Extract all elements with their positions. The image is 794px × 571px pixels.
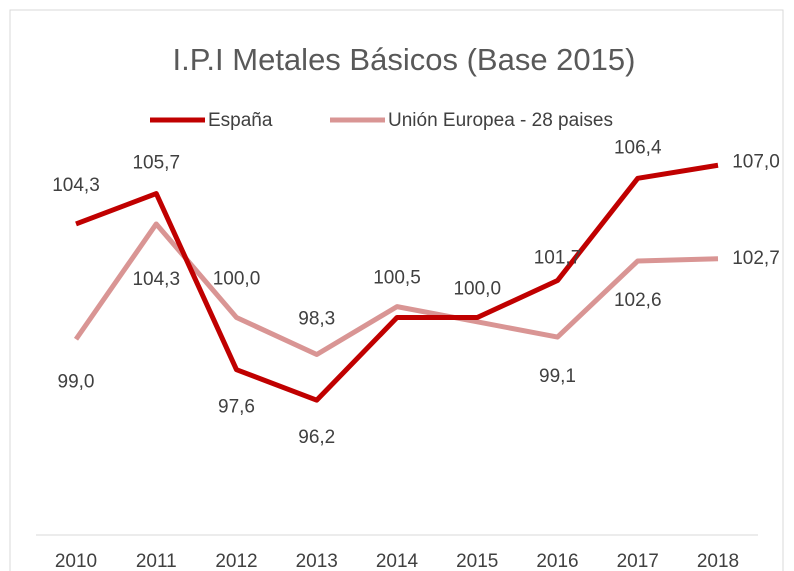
data-label: 100,0 bbox=[213, 269, 261, 290]
data-label: 100,0 bbox=[453, 279, 501, 300]
data-label: 107,0 bbox=[732, 151, 780, 172]
x-tick-label: 2016 bbox=[536, 551, 578, 571]
data-label: 102,6 bbox=[614, 290, 662, 311]
data-label: 96,2 bbox=[298, 427, 335, 448]
data-label: 106,4 bbox=[614, 137, 662, 158]
data-label: 104,3 bbox=[132, 269, 180, 290]
x-tick-label: 2015 bbox=[456, 551, 498, 571]
data-label: 99,0 bbox=[58, 371, 95, 392]
legend-label: España bbox=[208, 110, 273, 131]
x-tick-label: 2011 bbox=[136, 551, 177, 571]
data-label: 105,7 bbox=[132, 153, 180, 174]
legend-label: Unión Europea - 28 paises bbox=[388, 110, 613, 131]
chart-frame bbox=[9, 9, 784, 571]
data-label: 99,1 bbox=[539, 366, 576, 387]
x-tick-label: 2017 bbox=[617, 551, 659, 571]
x-tick-label: 2013 bbox=[296, 551, 338, 571]
data-label: 97,6 bbox=[218, 397, 255, 418]
x-tick-label: 2012 bbox=[215, 551, 257, 571]
chart-title: I.P.I Metales Básicos (Base 2015) bbox=[173, 42, 636, 77]
series-line bbox=[75, 162, 719, 403]
data-label: 100,5 bbox=[373, 268, 421, 289]
data-label: 101,7 bbox=[534, 248, 582, 269]
x-tick-label: 2018 bbox=[697, 551, 739, 571]
data-label: 102,7 bbox=[732, 248, 780, 269]
data-label: 104,3 bbox=[52, 175, 100, 196]
data-label: 98,3 bbox=[298, 308, 335, 329]
x-tick-label: 2014 bbox=[376, 551, 419, 571]
x-tick-label: 2010 bbox=[55, 551, 97, 571]
